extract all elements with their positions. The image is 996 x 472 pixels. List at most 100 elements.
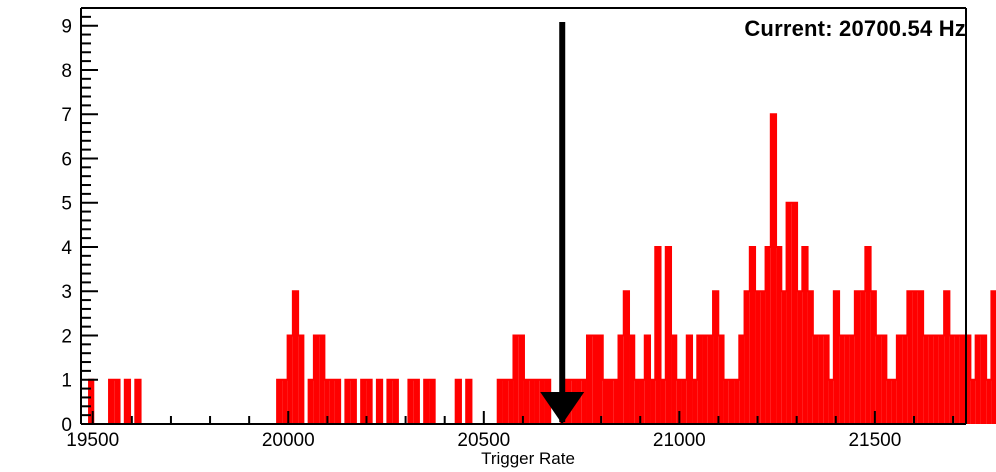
histogram-bin [592, 335, 598, 424]
histogram-bin [366, 379, 372, 424]
x-axis-tick-label: 20000 [262, 430, 315, 451]
histogram-bin [602, 379, 608, 424]
histogram-bin [965, 335, 971, 424]
histogram-bin [755, 291, 761, 424]
histogram-bin [639, 379, 645, 424]
histogram-bin [802, 246, 808, 424]
histogram-bin [917, 291, 924, 424]
x-axis-tick-label: 21500 [848, 430, 901, 451]
histogram-bin [413, 379, 419, 424]
histogram-bin [518, 335, 524, 424]
histogram-bin [534, 379, 540, 424]
histogram-bin [912, 291, 918, 424]
histogram-bin [376, 379, 383, 424]
histogram-bin [408, 379, 414, 424]
y-axis-tick-label: 8 [61, 61, 72, 82]
histogram-bin [282, 379, 288, 424]
histogram-bin [429, 379, 435, 424]
histogram-bin [539, 379, 545, 424]
histogram-bin [739, 335, 745, 424]
histogram-bin [324, 379, 330, 424]
histogram-bin [791, 202, 798, 424]
y-axis-tick-label: 3 [61, 282, 72, 303]
y-axis-tick-label: 7 [61, 105, 72, 126]
y-axis-tick-label: 5 [61, 194, 72, 215]
marker-arrowhead [540, 392, 585, 424]
y-axis-tick-label: 4 [61, 238, 72, 259]
histogram-bin [849, 335, 855, 424]
histogram-bin [597, 335, 603, 424]
histogram-bin [135, 379, 141, 424]
histogram-bin [665, 246, 672, 424]
histogram-bin [902, 335, 908, 424]
histogram-bin [891, 379, 897, 424]
x-axis-tick-label: 19500 [66, 430, 119, 451]
histogram-bin [949, 335, 955, 424]
histogram-bin [734, 379, 740, 424]
histogram-bin [928, 335, 934, 424]
histogram-bin [298, 335, 304, 424]
y-axis-tick-label: 6 [61, 149, 72, 170]
histogram-bin [287, 335, 293, 424]
histogram-bin [277, 379, 283, 424]
histogram-bin [88, 379, 94, 424]
histogram-bin [392, 379, 398, 424]
histogram-bin [576, 379, 582, 424]
histogram-bin [723, 379, 729, 424]
histogram-bin [975, 335, 981, 424]
histogram-bin [907, 291, 913, 424]
histogram-bin [865, 246, 871, 424]
histogram-bin [760, 291, 766, 424]
x-axis-tick-label: 21000 [653, 430, 706, 451]
histogram-bin [786, 202, 792, 424]
histogram-bin [681, 379, 687, 424]
histogram-bin [424, 379, 430, 424]
histogram-bin [387, 379, 393, 424]
histogram-bin [970, 379, 976, 424]
histogram-bin [513, 335, 519, 424]
histogram-bin [797, 291, 803, 424]
histogram-bin [334, 379, 341, 424]
histogram-bin [833, 291, 840, 424]
histogram-bin [818, 335, 824, 424]
histogram-bin [870, 291, 876, 424]
histogram-bin [581, 379, 587, 424]
histogram-bin [613, 379, 619, 424]
histogram-bin [954, 335, 960, 424]
histogram-bin [697, 335, 703, 424]
histogram-bin [329, 379, 335, 424]
histogram-bin [776, 246, 782, 424]
histogram-bin [655, 246, 661, 424]
histogram-bin [807, 291, 813, 424]
histogram-bin [650, 379, 656, 424]
axis-layer: 0 1 2 3 4 5 6 7 8 9 19500 20000 20500 21000 21500 [61, 7, 967, 451]
histogram-bin [523, 379, 530, 424]
histogram-bin [361, 379, 367, 424]
histogram-bin [839, 335, 845, 424]
current-value-marker [540, 22, 585, 424]
current-rate-title: Current: 20700.54 Hz [744, 16, 966, 41]
histogram-bin [308, 379, 314, 424]
histogram-bin [660, 379, 666, 424]
y-axis-tick-label: 1 [61, 371, 72, 392]
y-axis-tick-label: 9 [61, 17, 72, 38]
histogram-bin [702, 335, 708, 424]
histogram-bin [692, 379, 698, 424]
histogram-bin [629, 335, 635, 424]
histogram-bin [938, 335, 945, 424]
x-axis-tick-label: 20500 [457, 430, 510, 451]
histogram-bin [623, 291, 630, 424]
histogram-bin [455, 379, 461, 424]
histogram-bin [933, 335, 939, 424]
histogram-bin [319, 335, 325, 424]
histogram-bin [466, 379, 472, 424]
x-axis-title: Trigger Rate [481, 449, 575, 468]
histogram-outline [88, 113, 996, 425]
histogram-bin [959, 335, 966, 424]
histogram-bin [644, 335, 651, 424]
histogram-bin [676, 379, 682, 424]
histogram-bin [854, 291, 861, 424]
histogram-bin [707, 335, 714, 424]
